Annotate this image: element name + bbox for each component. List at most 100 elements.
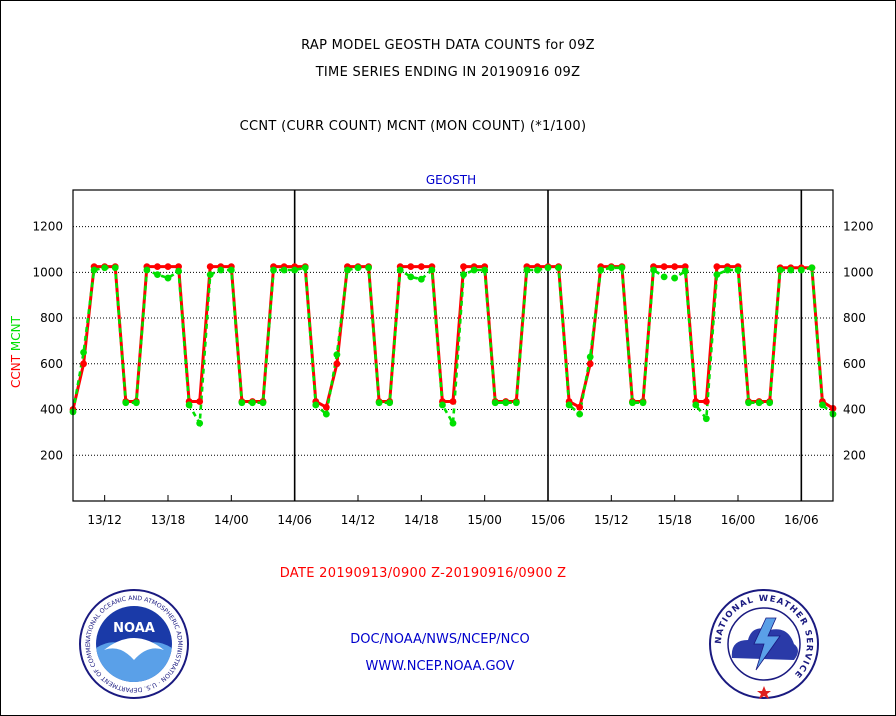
data-point-ccnt bbox=[322, 403, 330, 411]
data-point-ccnt bbox=[576, 403, 584, 411]
data-point-mcnt bbox=[217, 266, 225, 274]
data-point-mcnt bbox=[692, 401, 700, 409]
data-point-mcnt bbox=[766, 399, 774, 407]
x-tick-label-15/06: 15/06 bbox=[531, 513, 566, 527]
y-axis-label: CCNT MCNT bbox=[9, 315, 23, 388]
x-tick-label-16/06: 16/06 bbox=[784, 513, 819, 527]
axis-layer: 200 200 400 400 600 600 800 800 1000 1000 1200 1200… bbox=[32, 220, 873, 527]
data-point-mcnt bbox=[544, 264, 552, 272]
data-point-mcnt bbox=[270, 266, 277, 274]
data-point-mcnt bbox=[607, 264, 615, 272]
data-point-mcnt bbox=[671, 274, 679, 282]
nws-logo[interactable]: NATIONAL WEATHER SERVICE bbox=[708, 588, 820, 700]
data-point-mcnt bbox=[333, 351, 341, 359]
data-point-mcnt bbox=[808, 264, 816, 272]
data-point-mcnt bbox=[776, 266, 784, 274]
data-point-mcnt bbox=[460, 271, 467, 279]
x-tick-label-14/18: 14/18 bbox=[404, 513, 439, 527]
data-point-mcnt bbox=[650, 266, 657, 274]
y-tick-label-right-200: 200 bbox=[843, 448, 866, 462]
x-tick-label-15/12: 15/12 bbox=[594, 513, 629, 527]
data-point-mcnt bbox=[660, 273, 668, 281]
data-point-mcnt bbox=[111, 264, 119, 272]
data-point-ccnt bbox=[333, 360, 341, 368]
data-point-mcnt bbox=[386, 399, 394, 407]
data-point-mcnt bbox=[175, 267, 182, 275]
data-point-ccnt bbox=[196, 398, 204, 405]
data-point-mcnt bbox=[618, 264, 626, 272]
panel-label: GEOSTH bbox=[426, 173, 476, 187]
noaa-logo[interactable]: NOAA NATIONAL OCEANIC AND ATMOSPHERIC AD… bbox=[78, 588, 190, 700]
data-point-mcnt bbox=[597, 266, 605, 274]
data-point-ccnt bbox=[671, 263, 679, 271]
data-point-mcnt bbox=[491, 399, 499, 407]
noaa-wordmark: NOAA bbox=[113, 621, 155, 636]
data-point-mcnt bbox=[143, 266, 151, 274]
y-tick-label-right-600: 600 bbox=[843, 357, 866, 371]
chart-subtitle: CCNT (CURR COUNT) MCNT (MON COUNT) (*1/1… bbox=[239, 119, 587, 134]
data-point-mcnt bbox=[819, 401, 826, 409]
chart-title-line2: TIME SERIES ENDING IN 20190916 09Z bbox=[315, 65, 581, 80]
org-link[interactable]: DOC/NOAA/NWS/NCEP/NCO bbox=[350, 632, 530, 647]
data-point-mcnt bbox=[90, 266, 98, 274]
data-point-mcnt bbox=[745, 399, 752, 407]
data-point-mcnt bbox=[523, 266, 531, 274]
data-point-ccnt bbox=[702, 398, 710, 405]
data-point-mcnt bbox=[365, 264, 372, 272]
data-point-mcnt bbox=[512, 399, 520, 407]
chart-title-line1: RAP MODEL GEOSTH DATA COUNTS for 09Z bbox=[301, 38, 595, 53]
data-point-mcnt bbox=[586, 353, 594, 361]
data-point-mcnt bbox=[639, 399, 647, 407]
data-point-mcnt bbox=[576, 410, 584, 418]
data-point-mcnt bbox=[702, 415, 710, 423]
data-point-mcnt bbox=[344, 266, 351, 274]
data-point-mcnt bbox=[122, 399, 130, 407]
data-point-mcnt bbox=[470, 266, 478, 274]
y-tick-label-left-800: 800 bbox=[40, 311, 63, 325]
y-axis-label-ccnt: CCNT bbox=[9, 354, 23, 388]
data-point-mcnt bbox=[439, 401, 446, 409]
data-point-mcnt bbox=[629, 399, 636, 407]
x-tick-label-14/00: 14/00 bbox=[214, 513, 249, 527]
data-point-mcnt bbox=[354, 264, 362, 272]
data-point-mcnt bbox=[80, 348, 87, 356]
data-point-mcnt bbox=[322, 410, 330, 418]
data-point-ccnt bbox=[586, 360, 594, 368]
plot-border bbox=[72, 189, 834, 502]
data-point-ccnt bbox=[206, 263, 214, 271]
website-link[interactable]: WWW.NCEP.NOAA.GOV bbox=[365, 659, 515, 674]
data-point-mcnt bbox=[375, 399, 383, 407]
data-point-ccnt bbox=[460, 263, 467, 271]
data-point-mcnt bbox=[734, 266, 742, 274]
data-point-ccnt bbox=[154, 263, 161, 271]
data-point-mcnt bbox=[101, 264, 109, 272]
data-point-mcnt bbox=[259, 399, 267, 407]
data-point-mcnt bbox=[555, 264, 562, 272]
grid-layer bbox=[73, 226, 833, 456]
data-point-mcnt bbox=[154, 271, 161, 279]
data-point-mcnt bbox=[164, 274, 172, 282]
data-point-mcnt bbox=[227, 266, 235, 274]
data-point-mcnt bbox=[396, 266, 404, 274]
x-tick-label-16/00: 16/00 bbox=[721, 513, 756, 527]
data-point-mcnt bbox=[312, 401, 320, 409]
y-tick-label-left-1000: 1000 bbox=[32, 265, 63, 279]
data-point-mcnt bbox=[132, 399, 140, 407]
data-point-mcnt bbox=[238, 399, 246, 407]
x-tick-label-13/12: 13/12 bbox=[87, 513, 122, 527]
date-range: DATE 20190913/0900 Z-20190916/0900 Z bbox=[279, 566, 567, 581]
data-point-mcnt bbox=[249, 399, 256, 407]
data-point-mcnt bbox=[428, 266, 436, 274]
y-tick-label-left-400: 400 bbox=[40, 403, 63, 417]
day-boundary-layer bbox=[293, 190, 803, 501]
y-axis-label-mcnt: MCNT bbox=[9, 315, 23, 355]
x-tick-label-14/06: 14/06 bbox=[277, 513, 312, 527]
data-point-ccnt bbox=[660, 263, 668, 271]
y-tick-label-left-200: 200 bbox=[40, 448, 63, 462]
data-point-mcnt bbox=[185, 401, 193, 409]
data-point-ccnt bbox=[407, 263, 415, 271]
series-layer bbox=[69, 263, 837, 428]
data-point-mcnt bbox=[291, 266, 299, 274]
data-point-ccnt bbox=[164, 263, 172, 271]
